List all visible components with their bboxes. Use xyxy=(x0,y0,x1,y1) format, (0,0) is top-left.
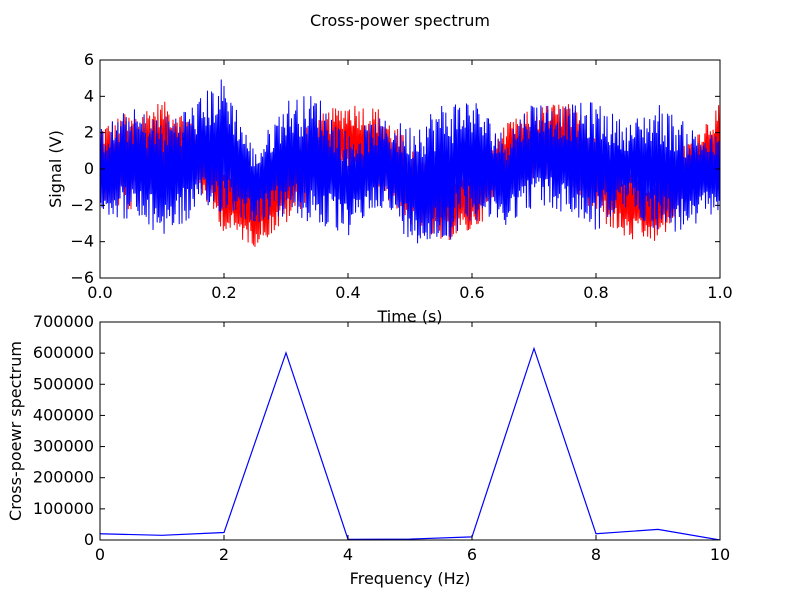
cross-power-spectrum-plot: 0 2 4 6 8 10 0 100000 200000 300000 400000 500000 60… xyxy=(6,312,730,588)
y-tick-label: 2 xyxy=(84,123,94,142)
series-layer xyxy=(100,346,720,540)
x-tick-label: 10 xyxy=(710,545,730,564)
y-tick-label: 200000 xyxy=(33,468,94,487)
y-axis-label: Signal (V) xyxy=(46,130,65,208)
x-tick-label: 0.0 xyxy=(87,283,112,302)
x-tick-label: 0.4 xyxy=(335,283,360,302)
y-tick-label: −4 xyxy=(70,232,94,251)
y-tick-label: 4 xyxy=(84,86,94,105)
x-tick-label: 0.8 xyxy=(583,283,608,302)
y-axis-label: Cross-poewr spectrum xyxy=(6,341,25,521)
figure-title: Cross-power spectrum xyxy=(310,11,490,30)
y-tick-label: −2 xyxy=(70,195,94,214)
x-tick-label: 0 xyxy=(95,545,105,564)
axes-frame xyxy=(99,321,721,541)
series-line-1 xyxy=(100,79,720,244)
y-tick-label: 100000 xyxy=(33,499,94,518)
x-axis-label: Time (s) xyxy=(376,307,442,326)
x-tick-label: 6 xyxy=(467,545,477,564)
y-tick-label: 600000 xyxy=(33,343,94,362)
y-tick-label: 0 xyxy=(84,159,94,178)
x-tick-label: 4 xyxy=(343,545,353,564)
x-tick-label: 8 xyxy=(591,545,601,564)
y-tick-label: 300000 xyxy=(33,437,94,456)
series-layer xyxy=(100,79,720,247)
x-tick-label: 1.0 xyxy=(707,283,732,302)
x-axis-label: Frequency (Hz) xyxy=(350,569,471,588)
time-signal-plot: 0.0 0.2 0.4 0.6 0.8 1.0 −6 −4 −2 0 2 4 6 Time (s) Sign… xyxy=(46,50,733,326)
series-line-0 xyxy=(100,346,720,540)
x-tick-label: 2 xyxy=(219,545,229,564)
y-tick-label: −6 xyxy=(70,268,94,287)
y-tick-label: 700000 xyxy=(33,312,94,331)
x-tick-label: 0.2 xyxy=(211,283,236,302)
y-tick-label: 400000 xyxy=(33,405,94,424)
y-tick-label: 6 xyxy=(84,50,94,69)
y-tick-label: 500000 xyxy=(33,374,94,393)
y-tick-label: 0 xyxy=(84,530,94,549)
x-tick-label: 0.6 xyxy=(459,283,484,302)
